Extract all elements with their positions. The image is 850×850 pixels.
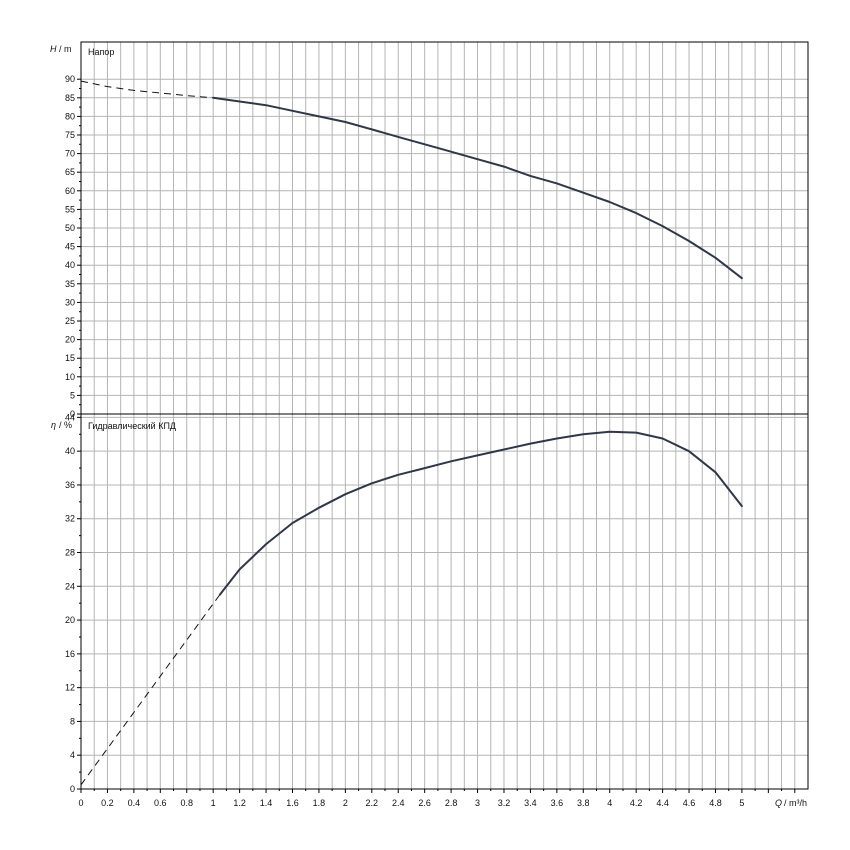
head-y-tick-label: 55 bbox=[65, 204, 75, 214]
x-tick-label: 1 bbox=[211, 798, 216, 808]
x-tick-label: 2.4 bbox=[392, 798, 405, 808]
head-y-tick-label: 35 bbox=[65, 279, 75, 289]
head-y-tick-label: 90 bbox=[65, 74, 75, 84]
x-tick-label: 2.6 bbox=[418, 798, 431, 808]
efficiency-y-tick-label: 8 bbox=[70, 716, 75, 726]
head-y-tick-label: 50 bbox=[65, 223, 75, 233]
x-tick-label: 2.2 bbox=[366, 798, 379, 808]
head-y-tick-label: 80 bbox=[65, 111, 75, 121]
x-tick-label: 2.8 bbox=[445, 798, 458, 808]
head-y-tick-label: 70 bbox=[65, 149, 75, 159]
efficiency-y-tick-label: 44 bbox=[65, 412, 75, 422]
head-y-tick-label: 25 bbox=[65, 316, 75, 326]
head-curve-dashed bbox=[80, 80, 214, 99]
x-tick-label: 3.6 bbox=[551, 798, 564, 808]
efficiency-y-tick-label: 12 bbox=[65, 683, 75, 693]
efficiency-y-tick-label: 20 bbox=[65, 615, 75, 625]
grid bbox=[81, 42, 808, 789]
x-tick-label: 2 bbox=[343, 798, 348, 808]
x-tick-label: 3.4 bbox=[524, 798, 537, 808]
head-y-tick-label: 85 bbox=[65, 93, 75, 103]
x-tick-label: 4 bbox=[607, 798, 612, 808]
x-tick-label: 0.6 bbox=[154, 798, 167, 808]
head-y-tick-label: 65 bbox=[65, 167, 75, 177]
head-y-tick-label: 0 bbox=[70, 409, 75, 419]
efficiency-curve-dashed bbox=[80, 594, 221, 786]
efficiency-y-tick-label: 24 bbox=[65, 581, 75, 591]
head-y-tick-label: 75 bbox=[65, 130, 75, 140]
head-y-tick-label: 5 bbox=[70, 390, 75, 400]
efficiency-y-tick-label: 32 bbox=[65, 514, 75, 524]
efficiency-curve-solid bbox=[218, 430, 743, 596]
head-y-tick-label: 45 bbox=[65, 242, 75, 252]
efficiency-y-tick-label: 40 bbox=[65, 446, 75, 456]
x-axis-unit: / m³/h bbox=[784, 798, 807, 808]
x-tick-label: 0.2 bbox=[101, 798, 114, 808]
x-tick-label: 4.8 bbox=[709, 798, 722, 808]
x-tick-label: 3.8 bbox=[577, 798, 590, 808]
x-tick-label: 1.8 bbox=[313, 798, 326, 808]
x-tick-label: 4.6 bbox=[683, 798, 696, 808]
x-tick-label: 0.8 bbox=[180, 798, 193, 808]
head-y-tick-label: 20 bbox=[65, 335, 75, 345]
head-panel-title: Напор bbox=[88, 47, 114, 57]
efficiency-y-tick-label: 0 bbox=[70, 784, 75, 794]
x-tick-label: 5 bbox=[739, 798, 744, 808]
head-y-axis-unit: / m bbox=[59, 44, 72, 54]
head-y-tick-label: 15 bbox=[65, 353, 75, 363]
x-tick-label: 1.4 bbox=[260, 798, 273, 808]
x-tick-label: 0 bbox=[78, 798, 83, 808]
efficiency-y-axis-unit: / % bbox=[59, 420, 72, 430]
efficiency-y-tick-label: 16 bbox=[65, 649, 75, 659]
efficiency-panel-frame bbox=[80, 413, 809, 790]
head-y-tick-label: 30 bbox=[65, 297, 75, 307]
efficiency-y-axis-symbol: η bbox=[51, 420, 56, 430]
x-tick-label: 4.4 bbox=[656, 798, 669, 808]
head-y-axis-symbol: H bbox=[50, 44, 57, 54]
x-tick-label: 0.4 bbox=[128, 798, 141, 808]
head-y-tick-label: 10 bbox=[65, 372, 75, 382]
tick-labels: 0510152025303540455055606570758085900481… bbox=[65, 74, 796, 808]
x-tick-label: 3 bbox=[475, 798, 480, 808]
efficiency-y-tick-label: 36 bbox=[65, 480, 75, 490]
efficiency-panel-title: Гидравлический КПД bbox=[88, 421, 176, 431]
curves bbox=[80, 80, 743, 786]
head-curve-solid bbox=[212, 96, 743, 280]
x-tick-label: 4.2 bbox=[630, 798, 643, 808]
x-tick-label: 3.2 bbox=[498, 798, 511, 808]
efficiency-y-tick-label: 4 bbox=[70, 750, 75, 760]
x-tick-label: 1.6 bbox=[286, 798, 299, 808]
efficiency-y-tick-label: 28 bbox=[65, 548, 75, 558]
head-y-tick-label: 60 bbox=[65, 186, 75, 196]
head-y-tick-label: 40 bbox=[65, 260, 75, 270]
x-axis-symbol: Q bbox=[775, 798, 782, 808]
x-tick-label: 1.2 bbox=[233, 798, 246, 808]
